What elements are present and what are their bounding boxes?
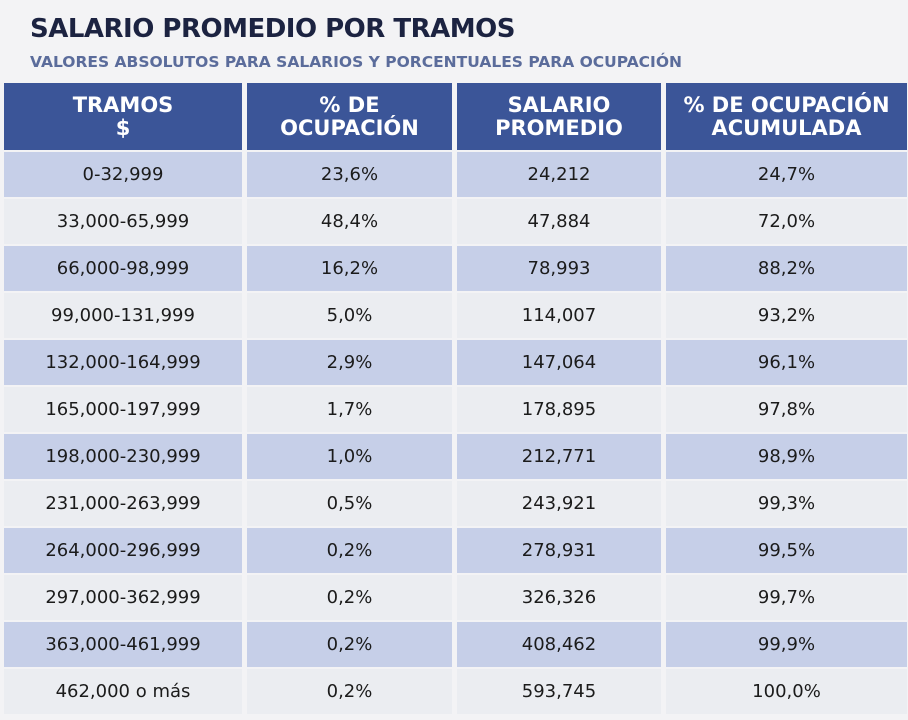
- table-cell: 23,6%: [247, 152, 452, 197]
- table-cell: 326,326: [457, 575, 661, 620]
- table-cell: 72,0%: [666, 199, 907, 244]
- table-cell: 297,000-362,999: [4, 575, 242, 620]
- table-cell: 78,993: [457, 246, 661, 291]
- table-cell: 264,000-296,999: [4, 528, 242, 573]
- table-cell: 47,884: [457, 199, 661, 244]
- table-cell: 24,7%: [666, 152, 907, 197]
- table-cell: 99,9%: [666, 622, 907, 667]
- table-cell: 0,2%: [247, 622, 452, 667]
- table-cell: 0-32,999: [4, 152, 242, 197]
- table-cell: 0,5%: [247, 481, 452, 526]
- table-cell: 99,7%: [666, 575, 907, 620]
- table-cell: 243,921: [457, 481, 661, 526]
- header-text: % DE OCUPACIÓN: [683, 92, 890, 117]
- header-text: $: [115, 115, 131, 140]
- table-cell: 198,000-230,999: [4, 434, 242, 479]
- subtitle: VALORES ABSOLUTOS PARA SALARIOS Y PORCEN…: [30, 53, 682, 71]
- header-text: PROMEDIO: [495, 115, 623, 140]
- table-cell: 100,0%: [666, 669, 907, 714]
- table-cell: 0,2%: [247, 669, 452, 714]
- table-cell: 24,212: [457, 152, 661, 197]
- header-cell: TRAMOS $: [4, 83, 242, 150]
- table-cell: 231,000-263,999: [4, 481, 242, 526]
- table-cell: 212,771: [457, 434, 661, 479]
- table-cell: 165,000-197,999: [4, 387, 242, 432]
- header-text: TRAMOS: [72, 92, 174, 117]
- table-cell: 278,931: [457, 528, 661, 573]
- table-cell: 462,000 o más: [4, 669, 242, 714]
- table-cell: 363,000-461,999: [4, 622, 242, 667]
- header-cell: SALARIO PROMEDIO: [457, 83, 661, 150]
- table-cell: 1,0%: [247, 434, 452, 479]
- table-cell: 178,895: [457, 387, 661, 432]
- table-cell: 33,000-65,999: [4, 199, 242, 244]
- table-cell: 147,064: [457, 340, 661, 385]
- table-cell: 88,2%: [666, 246, 907, 291]
- table-cell: 99,5%: [666, 528, 907, 573]
- table-cell: 66,000-98,999: [4, 246, 242, 291]
- table-cell: 1,7%: [247, 387, 452, 432]
- table-cell: 48,4%: [247, 199, 452, 244]
- table-cell: 93,2%: [666, 293, 907, 338]
- table-cell: 99,000-131,999: [4, 293, 242, 338]
- table-cell: 0,2%: [247, 528, 452, 573]
- table-cell: 5,0%: [247, 293, 452, 338]
- title: SALARIO PROMEDIO POR TRAMOS: [30, 14, 515, 44]
- header-text: % DE: [319, 92, 380, 117]
- table: TRAMOS $% DE OCUPACIÓN SALARIO PROMEDIO% DE …: [4, 83, 907, 714]
- table-cell: 593,745: [457, 669, 661, 714]
- header-text: ACUMULADA: [711, 115, 862, 140]
- header-cell: % DE OCUPACIÓN ACUMULADA: [666, 83, 907, 150]
- header-text: OCUPACIÓN: [280, 115, 419, 140]
- table-cell: 114,007: [457, 293, 661, 338]
- header-text: SALARIO: [507, 92, 611, 117]
- table-cell: 96,1%: [666, 340, 907, 385]
- table-cell: 98,9%: [666, 434, 907, 479]
- table-cell: 16,2%: [247, 246, 452, 291]
- table-cell: 97,8%: [666, 387, 907, 432]
- table-cell: 408,462: [457, 622, 661, 667]
- table-cell: 0,2%: [247, 575, 452, 620]
- table-cell: 99,3%: [666, 481, 907, 526]
- table-cell: 132,000-164,999: [4, 340, 242, 385]
- header-cell: % DE OCUPACIÓN: [247, 83, 452, 150]
- table-cell: 2,9%: [247, 340, 452, 385]
